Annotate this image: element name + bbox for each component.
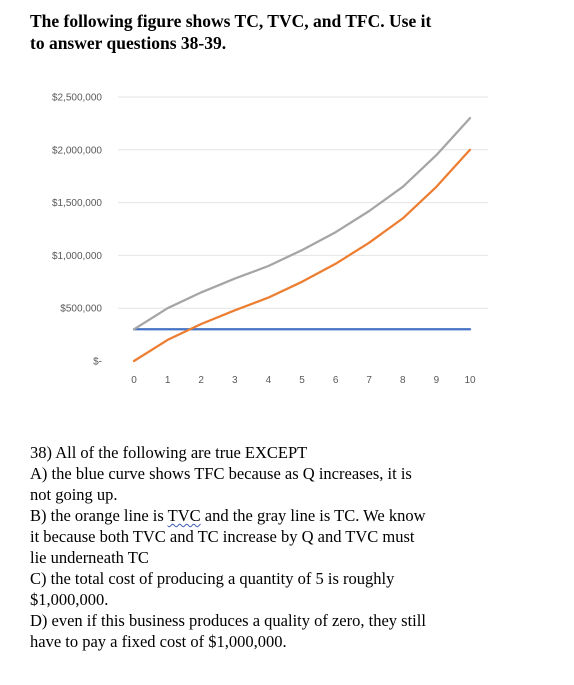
option-b-line-1: B) the orange line is TVC and the gray l… (30, 505, 530, 526)
title-line-2: to answer questions 38-39. (30, 33, 227, 53)
spellcheck-underline-tvc: TVC (167, 506, 201, 525)
option-a-line-1: A) the blue curve shows TFC because as Q… (30, 464, 412, 483)
y-tick-label: $1,500,000 (52, 198, 102, 209)
y-tick-label: $1,000,000 (52, 251, 102, 262)
gridlines (118, 96, 488, 309)
x-tick-label: 2 (198, 375, 204, 386)
option-c: C) the total cost of producing a quantit… (30, 568, 530, 610)
series-line-gray (132, 116, 472, 331)
x-tick-label: 5 (299, 375, 305, 386)
x-tick-label: 10 (464, 375, 476, 386)
option-c-line-2: $1,000,000. (30, 590, 109, 609)
option-d-line-2: have to pay a fixed cost of $1,000,000. (30, 632, 287, 651)
x-axis-labels: 0 1 2 3 4 5 6 7 8 9 10 (131, 375, 476, 386)
question-38: 38) All of the following are true EXCEPT… (30, 442, 530, 652)
option-b-line-3: lie underneath TC (30, 548, 149, 567)
x-tick-label: 6 (333, 375, 339, 386)
option-a-line-2: not going up. (30, 485, 118, 504)
page-title: The following figure shows TC, TVC, and … (30, 10, 550, 54)
option-a: A) the blue curve shows TFC because as Q… (30, 463, 530, 505)
x-tick-label: 9 (434, 375, 440, 386)
option-c-line-1: C) the total cost of producing a quantit… (30, 569, 395, 588)
y-tick-label: $2,000,000 (52, 145, 102, 156)
option-b-pre: B) the orange line is (30, 506, 168, 525)
option-d-line-1: D) even if this business produces a qual… (30, 611, 426, 630)
x-tick-label: 0 (131, 375, 137, 386)
title-line-1: The following figure shows TC, TVC, and … (30, 11, 432, 31)
x-tick-label: 8 (400, 375, 406, 386)
x-tick-label: 3 (232, 375, 238, 386)
y-tick-label: $500,000 (60, 304, 102, 315)
x-tick-label: 1 (165, 375, 171, 386)
y-axis-labels: $- $500,000 $1,000,000 $1,500,000 $2,000,000… (52, 93, 102, 368)
option-b: B) the orange line is TVC and the gray l… (30, 505, 530, 568)
option-b-post: and the gray line is TC. We know (200, 506, 426, 525)
series-lines (132, 116, 472, 363)
y-tick-label: $- (93, 357, 102, 368)
y-tick-label: $2,500,000 (52, 93, 102, 104)
option-d: D) even if this business produces a qual… (30, 610, 530, 652)
option-b-line-2: it because both TVC and TC increase by Q… (30, 527, 415, 546)
x-tick-label: 4 (266, 375, 272, 386)
question-stem: 38) All of the following are true EXCEPT (30, 443, 308, 462)
series-line-orange (132, 148, 472, 363)
x-tick-label: 7 (366, 375, 372, 386)
cost-chart: $- $500,000 $1,000,000 $1,500,000 $2,000,000… (52, 93, 488, 386)
